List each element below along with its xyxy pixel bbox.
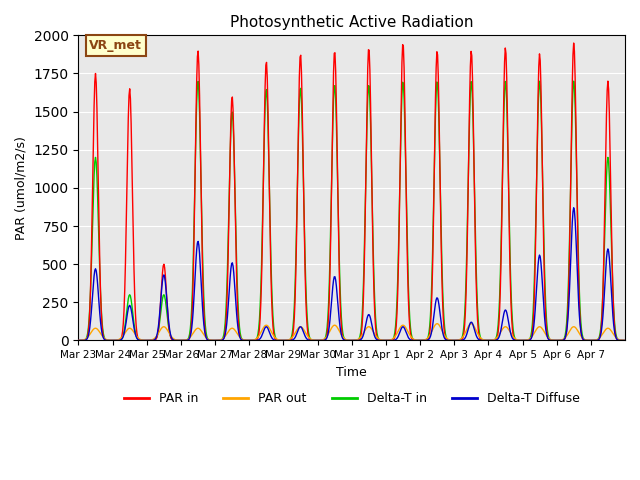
Title: Photosynthetic Active Radiation: Photosynthetic Active Radiation xyxy=(230,15,474,30)
Y-axis label: PAR (umol/m2/s): PAR (umol/m2/s) xyxy=(15,136,28,240)
X-axis label: Time: Time xyxy=(337,366,367,379)
Legend: PAR in, PAR out, Delta-T in, Delta-T Diffuse: PAR in, PAR out, Delta-T in, Delta-T Dif… xyxy=(119,387,584,410)
Text: VR_met: VR_met xyxy=(90,39,142,52)
